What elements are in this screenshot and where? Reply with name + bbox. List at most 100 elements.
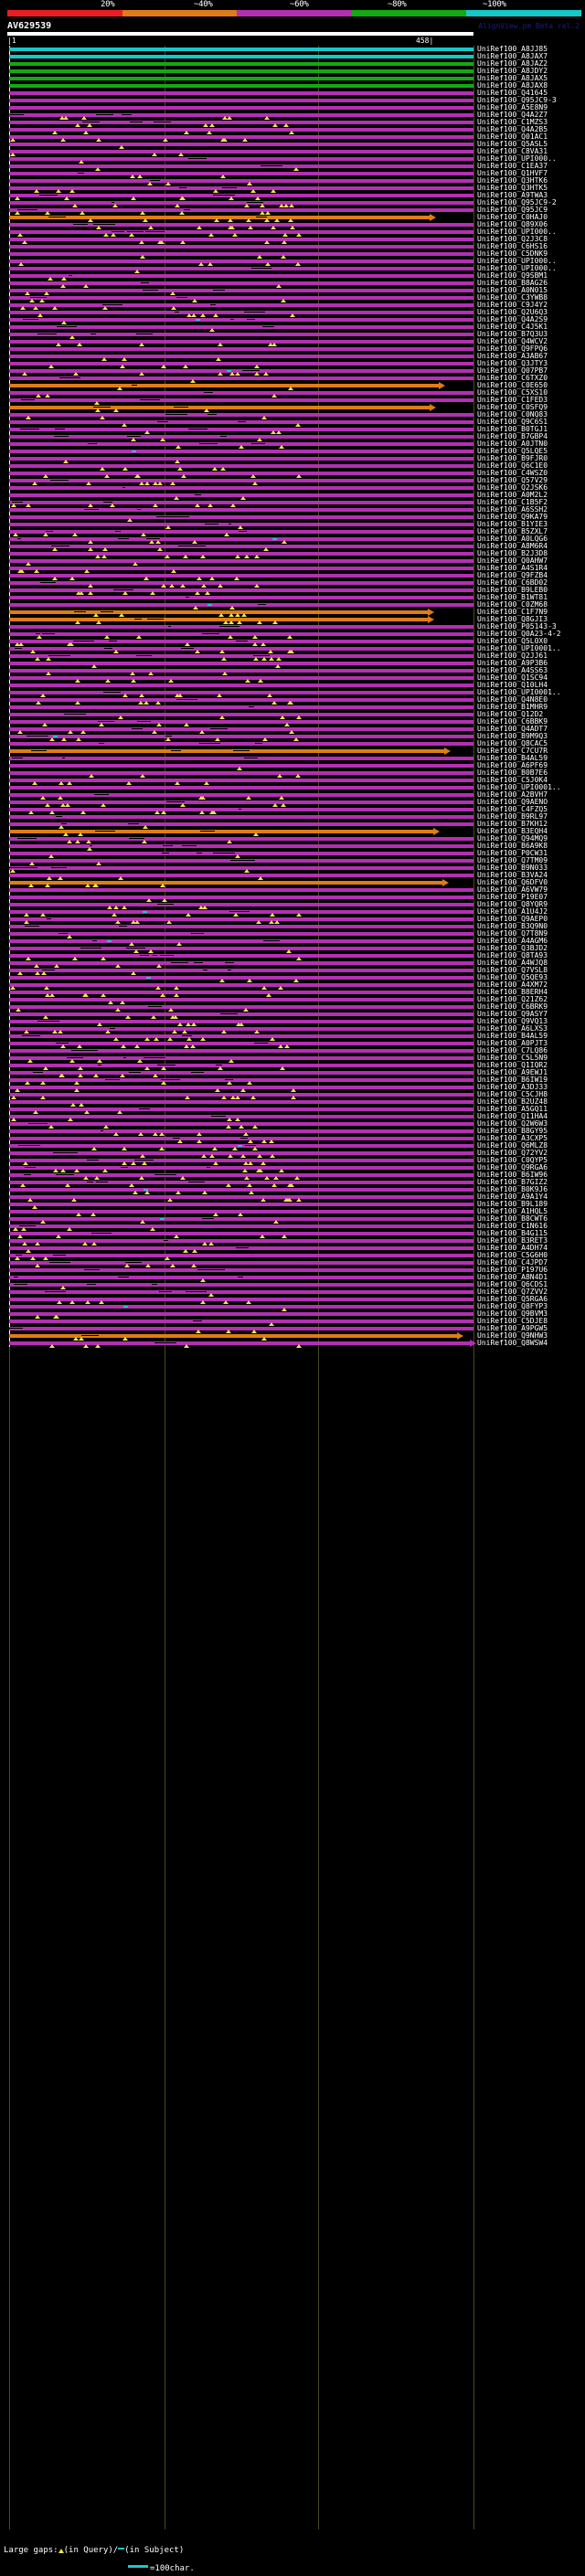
hit-label[interactable]: UniRef100_Q57V29 (477, 476, 548, 484)
hit-label[interactable]: UniRef100_C8VA31 (477, 147, 548, 155)
alignment-row[interactable]: UniRef100_Q89X06 (0, 220, 585, 229)
hsp-bar[interactable] (9, 1224, 473, 1228)
alignment-row[interactable]: UniRef100_B9LEB0 (0, 586, 585, 595)
alignment-row[interactable]: UniRef100_P05143-3 (0, 622, 585, 631)
alignment-row[interactable]: UniRef100_Q6MLZ8 (0, 1141, 585, 1150)
hit-label[interactable]: UniRef100_Q01AC1 (477, 133, 548, 141)
alignment-row[interactable]: UniRef100_B0B7E6 (0, 769, 585, 778)
hsp-bar[interactable] (9, 143, 473, 146)
hit-label[interactable]: UniRef100_A8JJ85 (477, 45, 548, 53)
hsp-bar[interactable] (9, 501, 473, 504)
hit-label[interactable]: UniRef100_Q8WSW4 (477, 1339, 548, 1347)
hsp-bar[interactable] (9, 391, 473, 395)
hit-label[interactable]: UniRef100_Q2JJ61 (477, 652, 548, 660)
hsp-bar[interactable] (9, 1151, 473, 1155)
alignment-row[interactable]: UniRef100_Q3JTY3 (0, 359, 585, 368)
hit-label[interactable]: UniRef100_UPI000.. (477, 264, 557, 272)
alignment-row[interactable]: UniRef100_Q4WCV2 (0, 337, 585, 346)
hsp-bar[interactable] (9, 179, 473, 183)
hsp-bar[interactable] (9, 1005, 473, 1009)
alignment-row[interactable]: UniRef100_Q11HA4 (0, 1112, 585, 1121)
hit-label[interactable]: UniRef100_C6BD02 (477, 578, 548, 587)
hit-label[interactable]: UniRef100_UPI0001.. (477, 688, 561, 696)
alignment-row[interactable]: UniRef100_A9P3B6 (0, 659, 585, 668)
alignment-row[interactable]: UniRef100_C3YWB8 (0, 293, 585, 302)
alignment-row[interactable]: UniRef100_Q0A23-4-2 (0, 630, 585, 639)
alignment-row[interactable]: UniRef100_A8JJ85 (0, 45, 585, 53)
hit-label[interactable]: UniRef100_P197U6 (477, 1266, 548, 1274)
hit-label[interactable]: UniRef100_Q1HVF7 (477, 169, 548, 177)
alignment-row[interactable]: UniRef100_C0NQ83 (0, 410, 585, 419)
alignment-row[interactable]: UniRef100_B3Q9N0 (0, 922, 585, 930)
alignment-row[interactable]: UniRef100_Q1HVF7 (0, 169, 585, 178)
hsp-bar[interactable] (9, 150, 473, 154)
hit-label[interactable]: UniRef100_Q21Z62 (477, 995, 548, 1003)
hit-label[interactable]: UniRef100_B5ZXL7 (477, 527, 548, 535)
alignment-row[interactable]: UniRef100_A8JAX8 (0, 81, 585, 90)
hit-label[interactable]: UniRef100_Q9FPQ6 (477, 345, 548, 353)
hsp-bar[interactable] (9, 917, 473, 921)
hit-label[interactable]: UniRef100_Q9C6S1 (477, 418, 548, 426)
hit-label[interactable]: UniRef100_UPI000.. (477, 228, 557, 236)
alignment-row[interactable]: UniRef100_A4SS63 (0, 666, 585, 675)
hit-label[interactable]: UniRef100_C7CU7R (477, 747, 548, 755)
alignment-row[interactable]: UniRef100_A6LXS3 (0, 1024, 585, 1034)
hsp-bar[interactable] (9, 1341, 470, 1345)
alignment-row[interactable]: UniRef100_Q9BVM3 (0, 1309, 585, 1319)
hsp-bar[interactable] (9, 874, 473, 877)
hsp-bar[interactable] (9, 596, 473, 599)
hsp-bar[interactable] (9, 567, 473, 570)
hit-label[interactable]: UniRef100_Q10LH4 (477, 681, 548, 689)
alignment-row[interactable]: UniRef100_Q7ZVV2 (0, 1288, 585, 1297)
hsp-bar[interactable] (9, 113, 473, 117)
alignment-row[interactable]: UniRef100_B3RET3 (0, 1236, 585, 1246)
hsp-bar[interactable] (9, 515, 473, 519)
hit-label[interactable]: UniRef100_C6HS16 (477, 242, 548, 250)
hsp-bar[interactable] (9, 764, 473, 768)
alignment-row[interactable]: UniRef100_Q8GJI3 (0, 615, 585, 624)
hsp-bar[interactable] (9, 669, 473, 673)
alignment-row[interactable]: UniRef100_Q72YV2 (0, 1149, 585, 1158)
hsp-bar[interactable] (9, 398, 473, 402)
hsp-bar[interactable] (9, 1232, 473, 1235)
alignment-row[interactable]: UniRef100_Q9SBM1 (0, 271, 585, 281)
hit-label[interactable]: UniRef100_Q6CDS1 (477, 1280, 548, 1288)
alignment-row[interactable]: UniRef100_Q4ADT7 (0, 725, 585, 734)
hsp-bar[interactable] (9, 1034, 473, 1038)
hit-label[interactable]: UniRef100_C0SFQ9 (477, 403, 548, 411)
hsp-bar[interactable] (9, 1305, 473, 1309)
hit-label[interactable]: UniRef100_Q2W6W3 (477, 1119, 548, 1128)
alignment-row[interactable]: UniRef100_B5ZXL7 (0, 527, 585, 536)
alignment-row[interactable]: UniRef100_UPI0001.. (0, 783, 585, 791)
hit-label[interactable]: UniRef100_B6IW19 (477, 1076, 548, 1084)
hit-label[interactable]: UniRef100_C4FZQ5 (477, 805, 548, 813)
hit-label[interactable]: UniRef100_Q1SC94 (477, 673, 548, 682)
alignment-row[interactable]: UniRef100_Q6C1E0 (0, 461, 585, 471)
alignment-row[interactable]: UniRef100_UPI000.. (0, 257, 585, 266)
hsp-bar[interactable] (9, 779, 473, 782)
hit-label[interactable]: UniRef100_B9LEB0 (477, 586, 548, 594)
hsp-bar[interactable] (9, 1254, 473, 1257)
hsp-bar[interactable] (9, 618, 428, 621)
hsp-bar[interactable] (9, 347, 473, 351)
hit-label[interactable]: UniRef100_A0M2L2 (477, 491, 548, 499)
alignment-row[interactable]: UniRef100_A4DH74 (0, 1244, 585, 1253)
hit-label[interactable]: UniRef100_C3YWB8 (477, 293, 548, 302)
hsp-bar[interactable] (9, 1312, 473, 1316)
hit-label[interactable]: UniRef100_B9L189 (477, 1200, 548, 1208)
alignment-row[interactable]: UniRef100_Q0AHW7 (0, 557, 585, 566)
hsp-bar[interactable] (9, 406, 430, 409)
hit-label[interactable]: UniRef100_Q95JC9-3 (477, 96, 557, 104)
hsp-bar[interactable] (9, 362, 473, 366)
alignment-row[interactable]: UniRef100_C5L5N9 (0, 1054, 585, 1063)
hit-label[interactable]: UniRef100_B7GBP4 (477, 432, 548, 440)
hsp-bar[interactable] (9, 1100, 473, 1104)
hit-label[interactable]: UniRef100_C0E650 (477, 381, 548, 389)
hsp-bar[interactable] (9, 705, 473, 709)
hsp-bar[interactable] (9, 545, 473, 548)
alignment-row[interactable]: UniRef100_B0K9J6 (0, 1185, 585, 1194)
hsp-bar[interactable] (9, 157, 473, 161)
hsp-bar[interactable] (9, 318, 473, 322)
alignment-row[interactable]: UniRef100_A8N4D1 (0, 1273, 585, 1282)
hsp-bar[interactable] (9, 1327, 473, 1330)
